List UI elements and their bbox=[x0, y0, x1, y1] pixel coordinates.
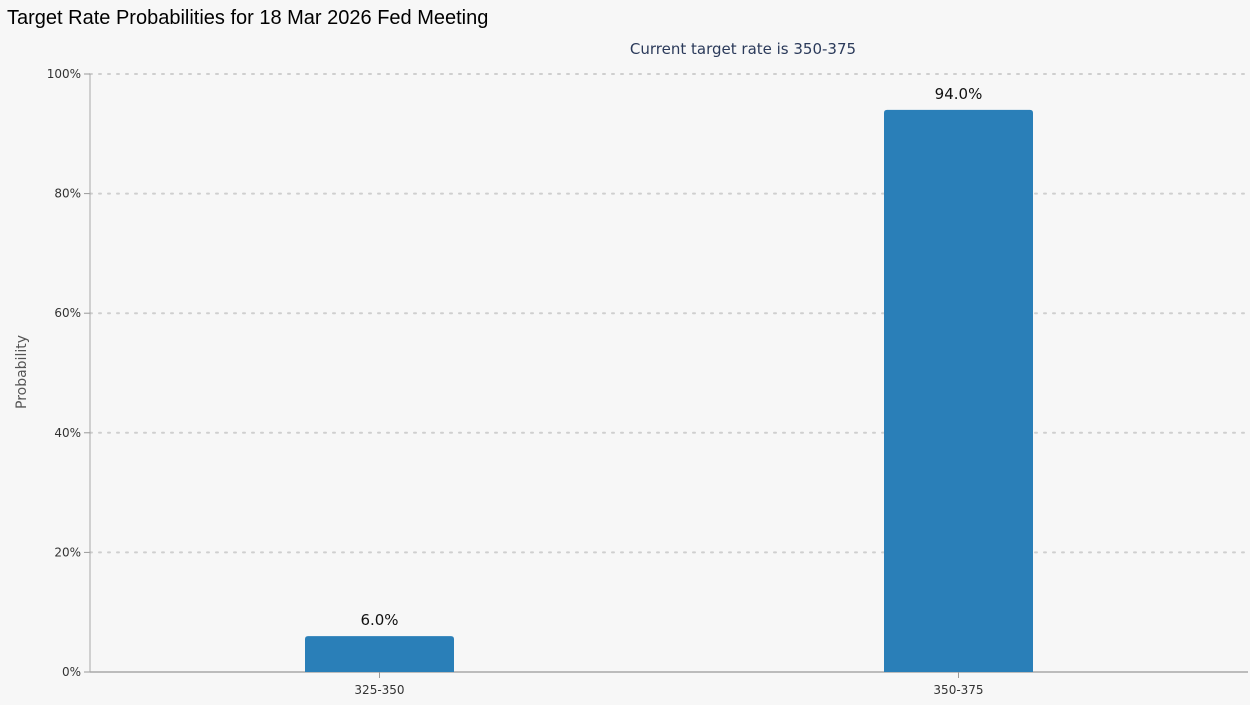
y-tick-label: 40% bbox=[54, 426, 81, 440]
axes bbox=[84, 73, 1248, 678]
bar bbox=[884, 109, 1033, 672]
y-tick-label: 100% bbox=[47, 67, 81, 81]
y-tick-label: 60% bbox=[54, 306, 81, 320]
gridlines bbox=[89, 73, 1249, 554]
chart-title: Target Rate Probabilities for 18 Mar 202… bbox=[7, 7, 489, 29]
y-tick-label: 0% bbox=[62, 665, 81, 679]
y-tick-label: 20% bbox=[54, 545, 81, 559]
labels: 0% 20% 40% 60% 80% 100% 6.0% 325-350 94.0% 350-37… bbox=[47, 67, 984, 697]
data-label: 94.0% bbox=[935, 85, 983, 103]
bar bbox=[305, 636, 454, 672]
y-tick-label: 80% bbox=[54, 187, 81, 201]
data-label: 6.0% bbox=[360, 611, 398, 629]
y-axis-label: Probability bbox=[14, 335, 30, 409]
bars bbox=[305, 109, 1033, 672]
x-tick-label: 350-375 bbox=[933, 683, 983, 697]
x-tick-label: 325-350 bbox=[354, 683, 404, 697]
chart-subtitle: Current target rate is 350-375 bbox=[630, 40, 856, 58]
